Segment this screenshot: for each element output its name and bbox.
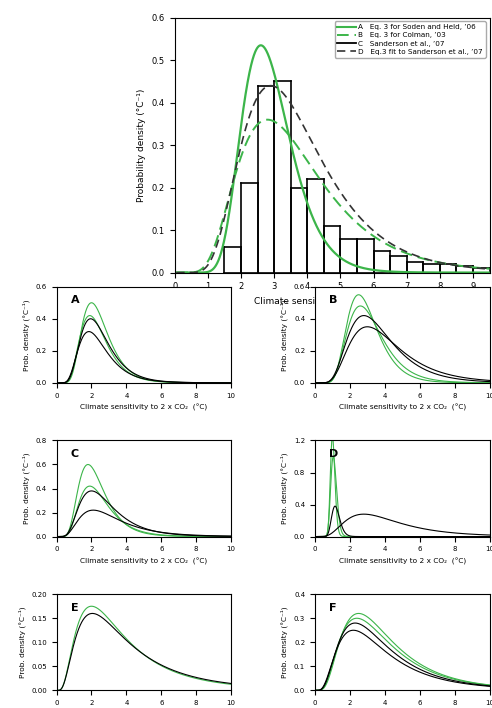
Y-axis label: Probability density (°C⁻¹): Probability density (°C⁻¹) [137, 88, 146, 202]
Text: C: C [70, 449, 79, 459]
Text: D: D [329, 449, 338, 459]
Y-axis label: Prob. density (°C⁻¹): Prob. density (°C⁻¹) [23, 452, 30, 525]
X-axis label: Climate sensitivity to 2 x CO₂  (°C): Climate sensitivity to 2 x CO₂ (°C) [338, 558, 466, 565]
Y-axis label: Prob. density (°C⁻¹): Prob. density (°C⁻¹) [281, 452, 288, 525]
X-axis label: Climate sensitivity to 2 x CO₂  (°C): Climate sensitivity to 2 x CO₂ (°C) [338, 404, 466, 411]
Y-axis label: Prob. density (°C⁻¹): Prob. density (°C⁻¹) [281, 299, 288, 370]
Text: B: B [329, 295, 338, 305]
X-axis label: Climate sensitivity to 2 x CO₂  (°C): Climate sensitivity to 2 x CO₂ (°C) [80, 558, 208, 565]
Y-axis label: Prob. density (°C⁻¹): Prob. density (°C⁻¹) [281, 607, 288, 678]
Text: A: A [70, 295, 79, 305]
X-axis label: Climate sensitivity to 2 x CO₂  (°C): Climate sensitivity to 2 x CO₂ (°C) [254, 297, 410, 306]
Legend: A   Eq. 3 for Soden and Held, ’06, B   Eq. 3 for Colman, ’03, C   Sanderson et a: A Eq. 3 for Soden and Held, ’06, B Eq. 3… [335, 21, 486, 58]
Text: E: E [70, 603, 78, 613]
Y-axis label: Prob. density (°C⁻¹): Prob. density (°C⁻¹) [18, 607, 26, 678]
X-axis label: Climate sensitivity to 2 x CO₂  (°C): Climate sensitivity to 2 x CO₂ (°C) [80, 404, 208, 411]
Y-axis label: Prob. density (°C⁻¹): Prob. density (°C⁻¹) [23, 299, 30, 370]
Text: F: F [329, 603, 337, 613]
